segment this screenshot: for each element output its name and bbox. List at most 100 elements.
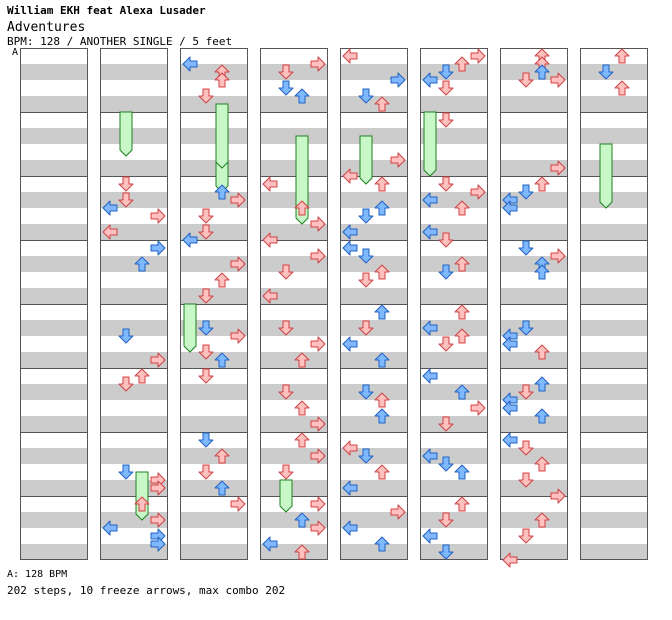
freeze-arrow [215, 103, 229, 169]
down-arrow-icon [438, 112, 454, 128]
left-arrow-icon [422, 368, 438, 384]
up-arrow-icon [454, 496, 470, 512]
beat-stripe [180, 480, 248, 496]
right-arrow-icon [470, 184, 486, 200]
freeze-arrow [135, 471, 149, 521]
right-arrow-icon [550, 72, 566, 88]
down-arrow-icon [438, 336, 454, 352]
beat-stripe [260, 192, 328, 208]
up-arrow-icon [534, 64, 550, 80]
beat-stripe [20, 352, 88, 368]
down-arrow-icon [518, 440, 534, 456]
right-arrow-icon [310, 416, 326, 432]
beat-stripe [580, 96, 648, 112]
beat-stripe [340, 192, 408, 208]
beat-stripe [180, 448, 248, 464]
up-arrow-icon [134, 496, 150, 512]
down-arrow-icon [438, 416, 454, 432]
freeze-arrow [359, 135, 373, 185]
beat-stripe [260, 288, 328, 304]
beat-stripe [420, 96, 488, 112]
up-arrow-icon [454, 304, 470, 320]
beat-stripe [420, 320, 488, 336]
down-arrow-icon [518, 384, 534, 400]
right-arrow-icon [230, 496, 246, 512]
beat-stripe [180, 64, 248, 80]
freeze-arrow [423, 111, 437, 177]
column-border [340, 48, 408, 560]
beat-stripe [340, 384, 408, 400]
beat-stripe [180, 352, 248, 368]
down-arrow-icon [118, 376, 134, 392]
column-border [100, 48, 168, 560]
beat-stripe [180, 512, 248, 528]
down-arrow-icon [278, 320, 294, 336]
down-arrow-icon [598, 64, 614, 80]
beat-stripe [260, 64, 328, 80]
beat-stripe [500, 192, 568, 208]
beat-stripe [420, 352, 488, 368]
right-arrow-icon [230, 328, 246, 344]
up-arrow-icon [294, 512, 310, 528]
beat-stripe [180, 128, 248, 144]
right-arrow-icon [470, 400, 486, 416]
down-arrow-icon [358, 88, 374, 104]
beat-stripe [580, 352, 648, 368]
beat-stripe [260, 352, 328, 368]
bpm-marker: A [12, 47, 19, 58]
beat-stripe [580, 128, 648, 144]
beat-stripe [500, 96, 568, 112]
right-arrow-icon [310, 56, 326, 72]
beat-stripe [260, 480, 328, 496]
beat-stripe [580, 480, 648, 496]
beat-stripe [340, 352, 408, 368]
up-arrow-icon [214, 184, 230, 200]
up-arrow-icon [374, 464, 390, 480]
down-arrow-icon [518, 528, 534, 544]
down-arrow-icon [118, 328, 134, 344]
down-arrow-icon [278, 64, 294, 80]
up-arrow-icon [134, 256, 150, 272]
beat-stripe [340, 448, 408, 464]
down-arrow-icon [518, 72, 534, 88]
left-arrow-icon [262, 536, 278, 552]
down-arrow-icon [198, 88, 214, 104]
left-arrow-icon [342, 520, 358, 536]
up-arrow-icon [214, 448, 230, 464]
beat-stripe [500, 448, 568, 464]
down-arrow-icon [198, 224, 214, 240]
beat-stripe [420, 128, 488, 144]
freeze-arrow [599, 143, 613, 209]
left-arrow-icon [102, 200, 118, 216]
down-arrow-icon [518, 184, 534, 200]
up-arrow-icon [454, 256, 470, 272]
beat-stripe [420, 512, 488, 528]
right-arrow-icon [550, 160, 566, 176]
beat-stripe [260, 256, 328, 272]
left-arrow-icon [502, 552, 518, 568]
down-arrow-icon [438, 512, 454, 528]
beat-stripe [420, 416, 488, 432]
beat-stripe [340, 64, 408, 80]
left-arrow-icon [502, 432, 518, 448]
right-arrow-icon [470, 48, 486, 64]
chart-info: BPM: 128 / ANOTHER SINGLE / 5 feet [7, 35, 233, 48]
left-arrow-icon [182, 56, 198, 72]
freeze-arrow [119, 111, 133, 157]
left-arrow-icon [342, 224, 358, 240]
right-arrow-icon [150, 512, 166, 528]
left-arrow-icon [502, 400, 518, 416]
up-arrow-icon [374, 200, 390, 216]
right-arrow-icon [150, 480, 166, 496]
up-arrow-icon [374, 536, 390, 552]
beat-stripe [500, 128, 568, 144]
beat-stripe [20, 288, 88, 304]
up-arrow-icon [534, 408, 550, 424]
beat-stripe [180, 288, 248, 304]
beat-stripe [260, 224, 328, 240]
beat-stripe [420, 256, 488, 272]
beat-stripe [580, 384, 648, 400]
down-arrow-icon [278, 264, 294, 280]
chart-stats: 202 steps, 10 freeze arrows, max combo 2… [7, 584, 286, 597]
beat-stripe [100, 448, 168, 464]
